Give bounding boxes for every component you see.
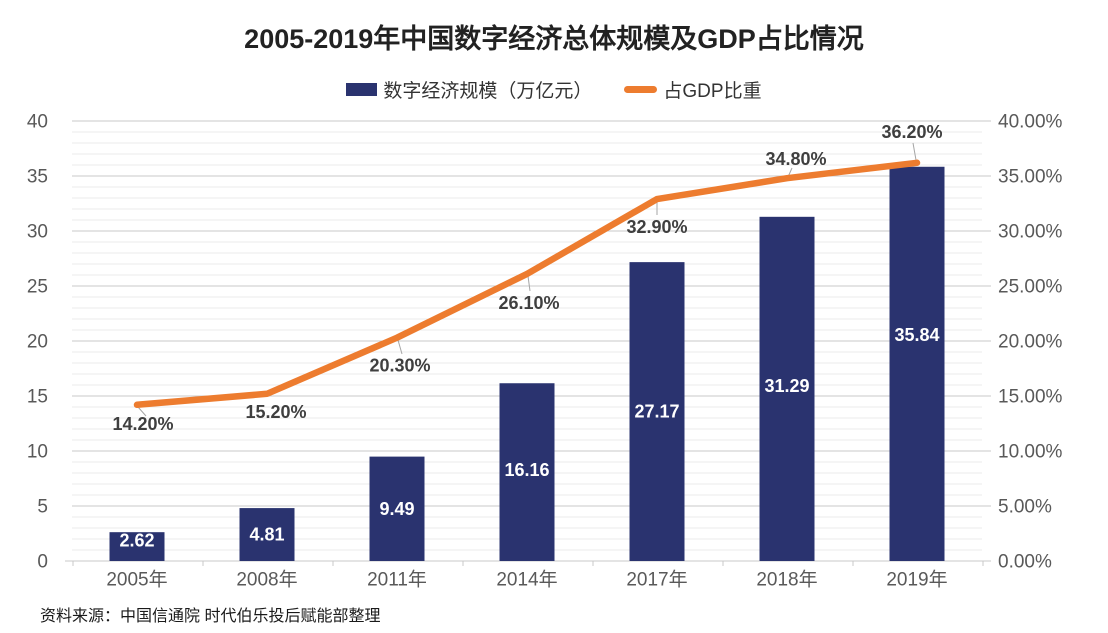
bar-value-label: 4.81 bbox=[249, 525, 284, 545]
chart-plot-area: 2.62 4.81 9.49 16.16 27.17 31.29 35.84 14.20% 15… bbox=[27, 112, 1063, 591]
right-axis-tick-label: 10.00% bbox=[998, 442, 1063, 463]
right-axis-tick-label: 0.00% bbox=[998, 552, 1052, 573]
right-axis-tick-label: 40.00% bbox=[998, 112, 1063, 133]
left-axis-tick-label: 30 bbox=[27, 222, 48, 243]
legend-item-bar-series: 数字经济规模（万亿元） bbox=[346, 76, 592, 103]
right-axis-tick-label: 5.00% bbox=[998, 497, 1052, 518]
leader-line bbox=[912, 142, 917, 161]
line-value-label: 36.20% bbox=[881, 122, 942, 142]
bar-2008年 bbox=[239, 508, 295, 561]
bar-value-label: 9.49 bbox=[379, 499, 414, 519]
x-axis-category-label: 2019年 bbox=[886, 569, 947, 591]
line-series-label: 占GDP比重 bbox=[663, 81, 762, 102]
x-axis-category-label: 2011年 bbox=[367, 569, 427, 591]
chart-title: 2005-2019年中国数字经济总体规模及GDP占比情况 bbox=[244, 24, 864, 54]
bar-2019年 bbox=[889, 166, 945, 561]
bar-value-label: 35.84 bbox=[894, 325, 939, 345]
right-axis-tick-label: 35.00% bbox=[998, 167, 1063, 188]
left-axis-tick-label: 15 bbox=[27, 387, 48, 408]
legend: 数字经济规模（万亿元） 占GDP比重 bbox=[0, 76, 1108, 103]
line-value-label: 32.90% bbox=[626, 217, 687, 237]
bar-series bbox=[109, 166, 945, 561]
left-axis-tick-label: 20 bbox=[27, 332, 48, 353]
bar-value-label: 27.17 bbox=[634, 402, 679, 422]
right-axis-tick-label: 25.00% bbox=[998, 277, 1063, 298]
x-axis-category-label: 2017年 bbox=[626, 569, 687, 591]
left-axis-tick-label: 10 bbox=[27, 442, 48, 463]
bar-2018年 bbox=[759, 216, 815, 561]
bar-2005年 bbox=[109, 532, 165, 561]
line-value-label: 15.20% bbox=[245, 402, 306, 422]
bar-value-label: 31.29 bbox=[764, 376, 809, 396]
line-value-label: 14.20% bbox=[112, 414, 173, 434]
leader-line bbox=[527, 275, 531, 292]
bar-2017年 bbox=[629, 262, 685, 561]
left-axis-tick-label: 35 bbox=[27, 167, 48, 188]
leader-line bbox=[397, 339, 403, 355]
left-axis-tick-label: 0 bbox=[37, 552, 48, 573]
bar-series-swatch bbox=[346, 83, 378, 96]
x-axis-category-label: 2014年 bbox=[496, 569, 557, 591]
right-axis-tick-label: 30.00% bbox=[998, 222, 1063, 243]
line-series-swatch bbox=[624, 86, 658, 93]
left-axis-tick-label: 40 bbox=[27, 112, 48, 133]
x-axis-category-label: 2008年 bbox=[236, 569, 297, 591]
bar-value-label: 2.62 bbox=[119, 531, 154, 551]
line-value-label: 20.30% bbox=[369, 356, 430, 376]
line-value-label: 34.80% bbox=[765, 149, 826, 169]
gdp-share-line bbox=[133, 159, 921, 409]
left-axis-tick-label: 25 bbox=[27, 277, 48, 298]
x-axis-category-label: 2005年 bbox=[106, 569, 167, 591]
left-axis-tick-label: 5 bbox=[37, 497, 48, 518]
legend-item-line-series: 占GDP比重 bbox=[624, 76, 762, 103]
right-axis-tick-label: 20.00% bbox=[998, 332, 1063, 353]
bar-series-label: 数字经济规模（万亿元） bbox=[383, 81, 593, 102]
leader-line bbox=[137, 406, 147, 417]
source-note: 资料来源：中国信通院 时代伯乐投后赋能部整理 bbox=[40, 608, 381, 625]
x-axis-category-label: 2018年 bbox=[756, 569, 817, 591]
right-axis-tick-label: 15.00% bbox=[998, 387, 1063, 408]
bar-value-label: 16.16 bbox=[504, 460, 549, 480]
line-value-label: 26.10% bbox=[498, 293, 559, 313]
bar-2011年 bbox=[369, 456, 425, 561]
bar-2014年 bbox=[499, 383, 555, 561]
x-axis-tick-marks bbox=[72, 561, 984, 566]
